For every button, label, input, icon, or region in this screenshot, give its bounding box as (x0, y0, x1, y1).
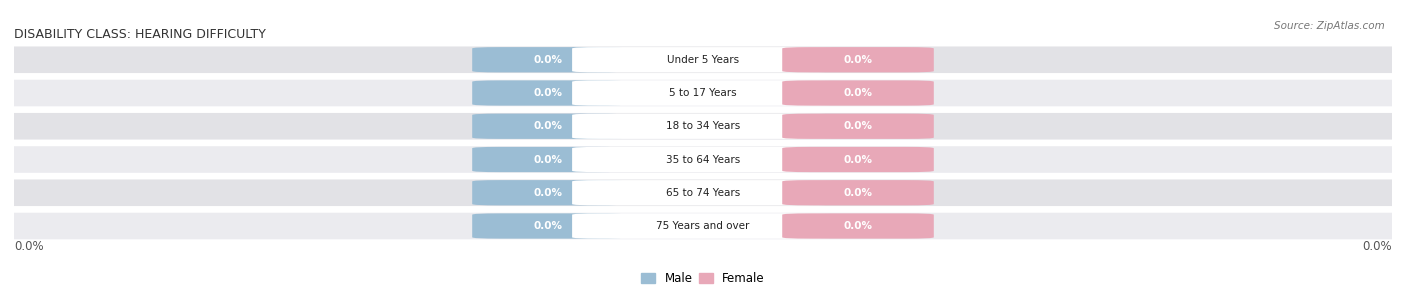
Text: Under 5 Years: Under 5 Years (666, 55, 740, 65)
Text: 0.0%: 0.0% (844, 55, 873, 65)
Text: Source: ZipAtlas.com: Source: ZipAtlas.com (1274, 21, 1385, 31)
Text: 0.0%: 0.0% (844, 121, 873, 131)
FancyBboxPatch shape (0, 47, 1406, 73)
Text: 0.0%: 0.0% (844, 221, 873, 231)
Text: 0.0%: 0.0% (14, 240, 44, 253)
FancyBboxPatch shape (472, 47, 624, 72)
FancyBboxPatch shape (572, 180, 834, 206)
Text: 0.0%: 0.0% (844, 188, 873, 198)
FancyBboxPatch shape (472, 180, 624, 206)
FancyBboxPatch shape (572, 114, 834, 139)
FancyBboxPatch shape (0, 80, 1406, 106)
Text: 0.0%: 0.0% (844, 88, 873, 98)
Text: 0.0%: 0.0% (533, 55, 562, 65)
FancyBboxPatch shape (782, 147, 934, 172)
FancyBboxPatch shape (782, 114, 934, 139)
FancyBboxPatch shape (572, 147, 834, 172)
Text: 0.0%: 0.0% (533, 121, 562, 131)
Text: 0.0%: 0.0% (533, 88, 562, 98)
Legend: Male, Female: Male, Female (637, 268, 769, 290)
Text: 0.0%: 0.0% (1362, 240, 1392, 253)
Text: 0.0%: 0.0% (844, 154, 873, 164)
FancyBboxPatch shape (0, 113, 1406, 140)
FancyBboxPatch shape (0, 213, 1406, 239)
FancyBboxPatch shape (0, 179, 1406, 206)
Text: 35 to 64 Years: 35 to 64 Years (666, 154, 740, 164)
Text: 0.0%: 0.0% (533, 154, 562, 164)
FancyBboxPatch shape (572, 213, 834, 239)
FancyBboxPatch shape (472, 80, 624, 106)
Text: 5 to 17 Years: 5 to 17 Years (669, 88, 737, 98)
FancyBboxPatch shape (782, 80, 934, 106)
Text: 18 to 34 Years: 18 to 34 Years (666, 121, 740, 131)
FancyBboxPatch shape (472, 114, 624, 139)
FancyBboxPatch shape (572, 80, 834, 106)
FancyBboxPatch shape (782, 47, 934, 72)
Text: 75 Years and over: 75 Years and over (657, 221, 749, 231)
Text: 0.0%: 0.0% (533, 221, 562, 231)
FancyBboxPatch shape (472, 213, 624, 239)
FancyBboxPatch shape (472, 147, 624, 172)
FancyBboxPatch shape (782, 180, 934, 206)
Text: 0.0%: 0.0% (533, 188, 562, 198)
FancyBboxPatch shape (782, 213, 934, 239)
FancyBboxPatch shape (572, 47, 834, 72)
FancyBboxPatch shape (0, 146, 1406, 173)
Text: DISABILITY CLASS: HEARING DIFFICULTY: DISABILITY CLASS: HEARING DIFFICULTY (14, 29, 266, 41)
Text: 65 to 74 Years: 65 to 74 Years (666, 188, 740, 198)
